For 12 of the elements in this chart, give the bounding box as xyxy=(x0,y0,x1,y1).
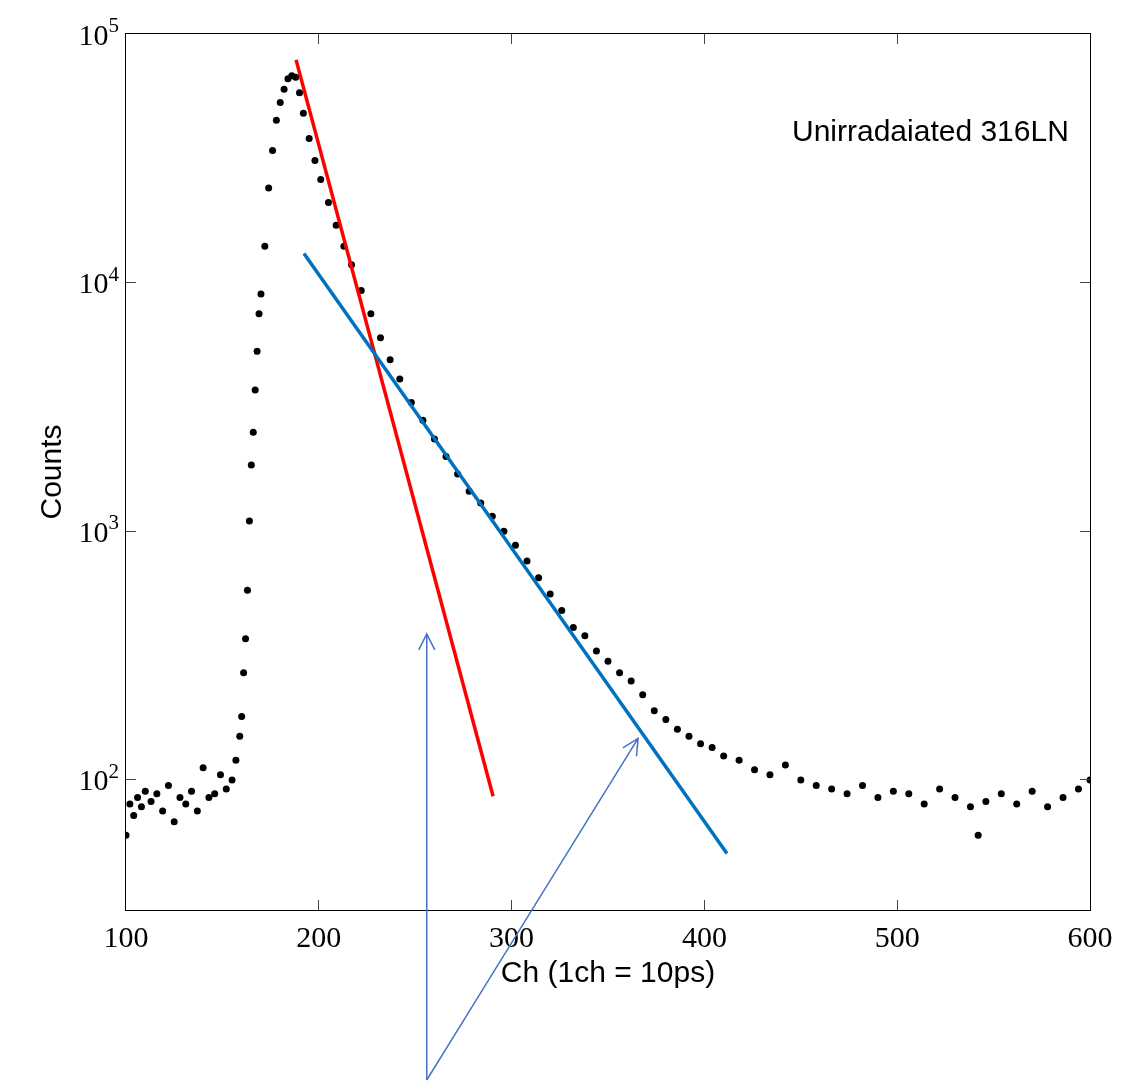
y-axis-title: Counts xyxy=(33,424,67,520)
x-tick-label: 400 xyxy=(681,920,727,953)
x-axis-title: Ch (1ch = 10ps) xyxy=(500,954,716,988)
y-tick-label: 10$^{4}$ xyxy=(78,261,120,300)
y-tick-label: 10$^{5}$ xyxy=(78,12,119,51)
x-tick-label: 100 xyxy=(103,920,149,953)
x-tick-label: 500 xyxy=(874,920,920,953)
y-tick-label: 10$^{3}$ xyxy=(78,510,119,548)
annotation: Unirradaiated 316LN xyxy=(792,114,1069,147)
x-tick-label: 200 xyxy=(296,920,342,953)
x-tick-label: 600 xyxy=(1067,920,1113,953)
y-tick-label: 10$^{2}$ xyxy=(78,758,119,797)
